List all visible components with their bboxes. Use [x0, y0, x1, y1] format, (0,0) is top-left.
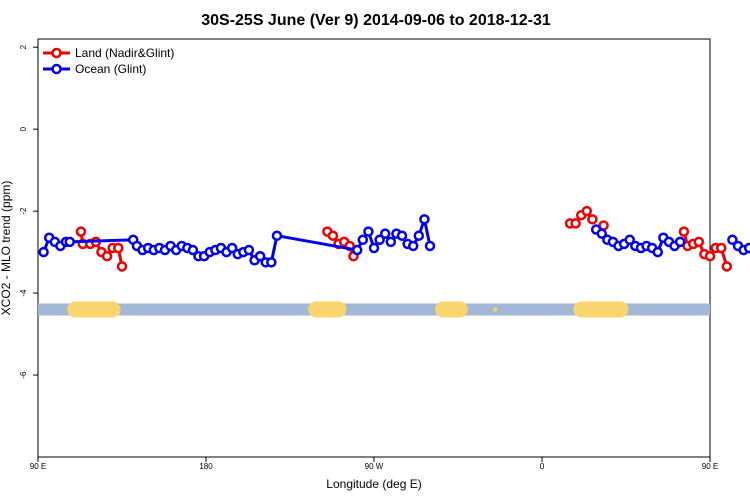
data-point: [413, 230, 425, 241]
data-point: [379, 228, 391, 239]
data-point: [64, 236, 75, 248]
x-tick-label: 90 E: [702, 462, 718, 471]
data-point: [113, 242, 124, 254]
data-point: [570, 218, 581, 229]
data-point: [254, 250, 266, 262]
data-point: [743, 242, 750, 254]
data-point: [704, 250, 716, 262]
data-point: [678, 226, 690, 237]
x-tick-label: 180: [199, 462, 213, 471]
data-point: [693, 236, 705, 248]
y-tick-label: -6: [19, 371, 28, 379]
data-point: [116, 261, 128, 272]
data-point: [652, 246, 663, 258]
data-point: [187, 244, 199, 256]
data-point: [38, 246, 49, 258]
chart-title: 30S-25S June (Ver 9) 2014-09-06 to 2018-…: [201, 12, 551, 29]
data-point: [385, 236, 397, 248]
legend-land-marker: [51, 47, 62, 59]
data-point: [721, 261, 733, 272]
legend-land-label: Land (Nadir&Glint): [75, 46, 174, 60]
data-point: [327, 230, 339, 241]
y-tick-label: 2: [19, 44, 28, 49]
x-axis-label: Longitude (deg E): [326, 477, 421, 491]
data-point: [596, 228, 607, 239]
data-point: [715, 242, 727, 254]
data-point: [351, 244, 363, 256]
series-ocean: [38, 214, 750, 268]
data-point: [101, 250, 113, 262]
surface-band-land: [493, 307, 498, 312]
y-tick-label: -4: [19, 289, 28, 297]
legend: Land (Nadir&Glint) Ocean (Glint): [43, 46, 174, 76]
data-point: [674, 236, 686, 248]
data-point: [424, 240, 436, 252]
legend-ocean-label: Ocean (Glint): [75, 62, 146, 76]
legend-ocean-marker: [51, 63, 62, 75]
data-point: [243, 244, 255, 256]
data-point: [357, 234, 369, 246]
data-point: [581, 205, 593, 217]
x-tick-label: 90 E: [30, 462, 46, 471]
data-point: [368, 242, 380, 254]
data-point: [396, 230, 408, 241]
surface-band: [38, 301, 710, 318]
x-tick-label: 0: [540, 462, 545, 471]
x-tick-label: 90 W: [365, 462, 384, 471]
y-axis: 2 0 -2 -4 -6: [19, 44, 38, 379]
data-point: [727, 234, 738, 246]
data-point: [226, 242, 238, 254]
y-tick-label: -2: [19, 207, 28, 215]
data-point: [363, 226, 374, 237]
data-point: [75, 226, 87, 237]
data-point: [624, 234, 635, 246]
data-point: [271, 230, 283, 241]
y-axis-label: XCO2 - MLO trend (ppm): [0, 181, 13, 316]
data-point: [374, 234, 385, 246]
x-axis: 90 E 180 90 W 0 90 E: [30, 457, 718, 471]
data-point: [587, 214, 598, 225]
y-tick-label: 0: [19, 126, 28, 131]
series-layer: [38, 205, 750, 272]
data-point: [266, 257, 277, 268]
data-point: [419, 214, 430, 225]
data-point: [407, 240, 419, 252]
